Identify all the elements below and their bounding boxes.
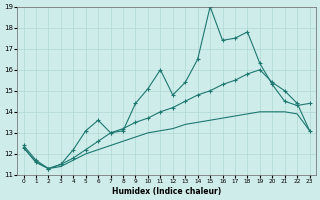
X-axis label: Humidex (Indice chaleur): Humidex (Indice chaleur): [112, 187, 221, 196]
